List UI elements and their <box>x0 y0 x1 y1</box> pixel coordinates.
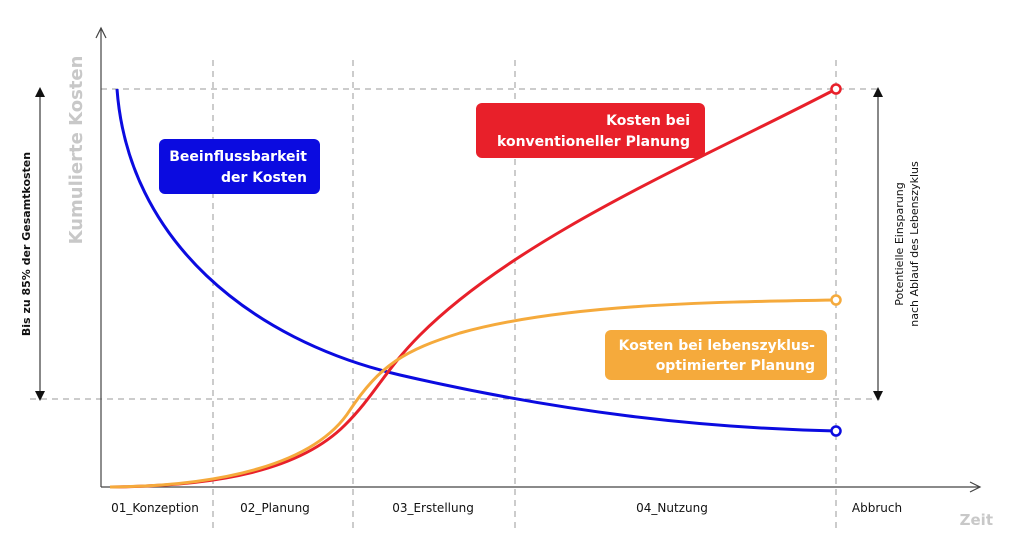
y-axis-label: Kumulierte Kosten <box>66 56 87 245</box>
svg-text:Kosten bei lebenszyklus-: Kosten bei lebenszyklus- <box>619 338 816 354</box>
phase-label: 02_Planung <box>240 501 310 515</box>
influence-curve <box>115 88 837 433</box>
svg-text:der Kosten: der Kosten <box>221 170 307 186</box>
svg-text:optimierter Planung: optimierter Planung <box>656 358 815 374</box>
blue-end-point <box>830 425 842 437</box>
right-annotation-line1: Potentielle Einsparung <box>893 182 906 305</box>
phase-label: 03_Erstellung <box>392 501 474 515</box>
right-annotation-line2: nach Ablauf des Lebenszyklus <box>908 161 921 327</box>
lifecycle-cost-curve <box>109 298 837 489</box>
left-annotation: Bis zu 85% der Gesamtkosten <box>20 152 33 336</box>
x-axis-label: Zeit <box>960 511 993 529</box>
conventional-cost-curve <box>109 87 837 489</box>
svg-text:Kosten bei: Kosten bei <box>606 113 690 129</box>
red-end-point <box>830 83 842 95</box>
orange-label-box: Kosten bei lebenszyklus- optimierter Pla… <box>605 330 827 380</box>
phase-label: Abbruch <box>852 501 902 515</box>
phase-label: 04_Nutzung <box>636 501 708 515</box>
phase-label: 01_Konzeption <box>111 501 199 515</box>
red-label-box: Kosten bei konventioneller Planung <box>476 103 705 158</box>
svg-text:Beeinflussbarkeit: Beeinflussbarkeit <box>169 149 307 165</box>
blue-label-box: Beeinflussbarkeit der Kosten <box>159 139 320 194</box>
orange-end-point <box>830 294 842 306</box>
x-axis-arrow-icon <box>969 481 982 493</box>
svg-text:konventioneller Planung: konventioneller Planung <box>497 134 690 150</box>
